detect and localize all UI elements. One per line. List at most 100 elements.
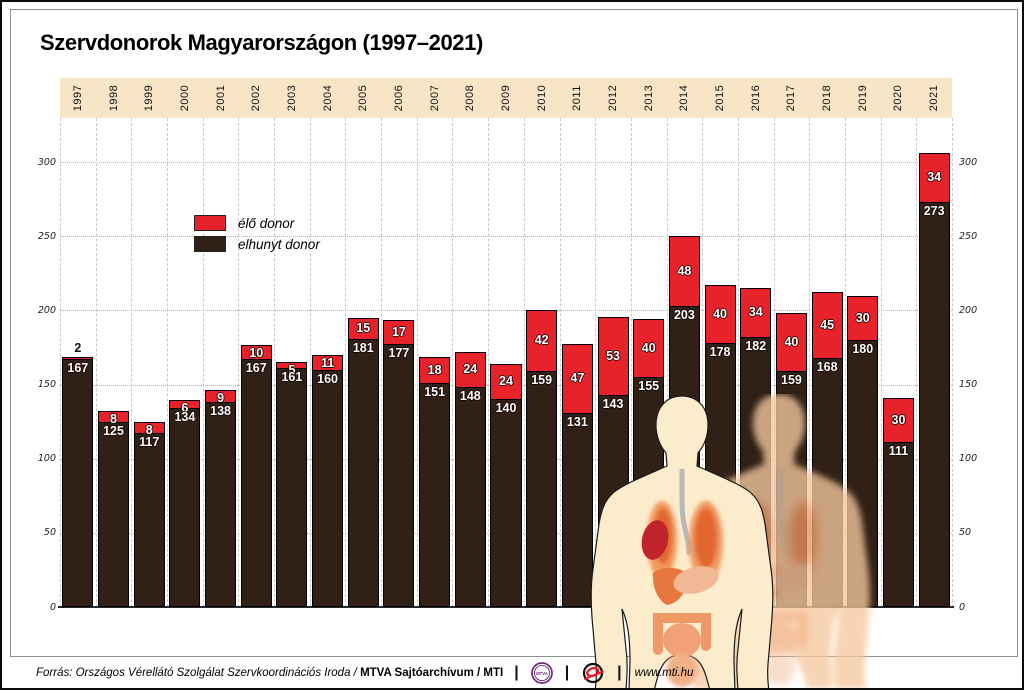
gridline-vertical bbox=[595, 118, 597, 607]
bar-label-living-1997: 2 bbox=[74, 341, 82, 355]
y-tick-left-300: 300 bbox=[37, 156, 56, 168]
bar-deceased-segment-2003 bbox=[276, 368, 308, 607]
bar-label-living-1998: 8 bbox=[110, 411, 117, 426]
gridline-vertical bbox=[702, 118, 704, 607]
bar-label-living-2012: 53 bbox=[606, 348, 620, 363]
gridline-vertical bbox=[416, 118, 418, 607]
y-tick-left-150: 150 bbox=[37, 379, 56, 390]
bar-label-living-2004: 11 bbox=[320, 355, 335, 370]
legend-item-living: élő donor bbox=[194, 215, 320, 231]
year-label-2003: 2003 bbox=[285, 84, 298, 112]
year-label-2011: 2011 bbox=[571, 85, 584, 111]
y-tick-right-100: 100 bbox=[959, 453, 978, 465]
bar-label-deceased-2004: 160 bbox=[317, 372, 339, 386]
bar-label-deceased-1999: 117 bbox=[139, 435, 160, 449]
year-label-2017: 2017 bbox=[785, 84, 798, 112]
bar-label-living-2007: 18 bbox=[427, 362, 442, 377]
bar-label-living-2017: 40 bbox=[784, 334, 799, 349]
y-tick-left-50: 50 bbox=[43, 527, 56, 539]
bar-deceased-segment-2014 bbox=[668, 306, 700, 607]
bar-label-living-2002: 10 bbox=[249, 345, 264, 360]
gridline-vertical bbox=[559, 118, 561, 607]
legend-label-living: élő donor bbox=[238, 215, 295, 231]
legend-item-deceased: elhunyt donor bbox=[194, 236, 320, 252]
gridline-vertical bbox=[488, 118, 490, 607]
year-label-2002: 2002 bbox=[250, 84, 263, 112]
gridline-vertical bbox=[952, 118, 953, 607]
bar-label-deceased-2020: 111 bbox=[888, 444, 909, 458]
separator: | bbox=[514, 664, 519, 681]
y-tick-right-200: 200 bbox=[959, 304, 978, 316]
bar-deceased-segment-2000 bbox=[169, 408, 201, 607]
bar-label-deceased-2019: 180 bbox=[852, 342, 874, 356]
year-axis-band bbox=[60, 78, 952, 118]
bar-label-deceased-2006: 177 bbox=[388, 346, 410, 360]
year-label-2014: 2014 bbox=[678, 84, 691, 112]
bar-label-living-2018: 45 bbox=[820, 317, 835, 332]
bar-deceased-segment-2006 bbox=[383, 344, 415, 607]
y-tick-right-150: 150 bbox=[959, 379, 978, 390]
bar-label-living-2009: 24 bbox=[499, 374, 513, 388]
bar-label-deceased-2014: 203 bbox=[673, 308, 695, 322]
bar-label-deceased-2008: 148 bbox=[459, 389, 481, 403]
bar-label-deceased-2003: 161 bbox=[281, 370, 303, 384]
bar-deceased-segment-2005 bbox=[347, 339, 379, 607]
bar-deceased-segment-2013 bbox=[633, 377, 665, 607]
bar-label-living-2003: 5 bbox=[288, 362, 296, 377]
bar-living-segment-2012 bbox=[597, 317, 629, 396]
y-tick-right-250: 250 bbox=[959, 230, 978, 242]
bar-label-deceased-2017: 159 bbox=[781, 373, 802, 387]
bar-deceased-segment-2018 bbox=[811, 358, 843, 607]
bar-deceased-segment-2007 bbox=[419, 383, 451, 607]
gridline-vertical bbox=[916, 118, 918, 607]
bar-living-segment-2011 bbox=[561, 344, 593, 414]
y-tick-left-100: 100 bbox=[37, 453, 56, 465]
gridline-vertical bbox=[95, 118, 97, 607]
bar-label-deceased-2007: 151 bbox=[424, 385, 446, 399]
gridline-vertical bbox=[202, 118, 204, 607]
bar-deceased-segment-2004 bbox=[312, 370, 344, 607]
bar-label-living-2005: 15 bbox=[356, 321, 371, 335]
bar-label-living-2014: 48 bbox=[677, 263, 692, 278]
year-label-2018: 2018 bbox=[821, 84, 834, 112]
gridline-vertical bbox=[737, 118, 739, 607]
gridline-horizontal bbox=[60, 310, 952, 312]
gridline-vertical bbox=[345, 118, 347, 607]
year-label-2005: 2005 bbox=[357, 84, 370, 112]
y-tick-left-250: 250 bbox=[37, 230, 56, 242]
gridline-vertical bbox=[773, 118, 775, 607]
chart-legend: élő donor elhunyt donor bbox=[194, 215, 320, 257]
bar-deceased-segment-2021 bbox=[918, 202, 950, 607]
year-label-2004: 2004 bbox=[321, 84, 334, 112]
gridline-vertical bbox=[274, 118, 276, 607]
bar-label-deceased-2016: 182 bbox=[745, 339, 767, 353]
y-tick-right-0: 0 bbox=[959, 601, 966, 613]
bar-label-deceased-2013: 155 bbox=[638, 379, 660, 393]
bar-label-living-2020: 30 bbox=[891, 412, 906, 427]
bar-deceased-segment-2009 bbox=[490, 399, 522, 607]
bar-deceased-segment-2012 bbox=[597, 395, 629, 607]
gridline-vertical bbox=[60, 118, 61, 607]
year-label-2007: 2007 bbox=[428, 84, 441, 112]
y-tick-left-200: 200 bbox=[37, 304, 56, 316]
bar-deceased-segment-2011 bbox=[561, 413, 593, 607]
gridline-horizontal bbox=[60, 236, 952, 238]
year-label-1999: 1999 bbox=[143, 84, 156, 112]
gridline-vertical bbox=[880, 118, 882, 607]
gridline-vertical bbox=[809, 118, 811, 607]
bar-living-segment-2018 bbox=[811, 292, 843, 359]
footer-bar: Forrás: Országos Vérellátó Szolgálat Sze… bbox=[36, 659, 693, 687]
bar-deceased-segment-1999 bbox=[133, 433, 165, 607]
bar-label-living-2015: 40 bbox=[713, 306, 728, 321]
bar-deceased-segment-1998 bbox=[97, 422, 130, 607]
bar-label-living-2011: 47 bbox=[570, 371, 585, 385]
bar-deceased-segment-2019 bbox=[847, 340, 879, 607]
bar-label-living-2013: 40 bbox=[641, 340, 656, 355]
year-label-2001: 2001 bbox=[214, 84, 227, 112]
bar-living-segment-2016 bbox=[740, 288, 772, 338]
gridline-vertical bbox=[666, 118, 668, 607]
y-tick-right-300: 300 bbox=[959, 156, 978, 168]
bar-label-living-2001: 9 bbox=[217, 390, 225, 405]
bar-label-deceased-1998: 125 bbox=[103, 424, 124, 438]
